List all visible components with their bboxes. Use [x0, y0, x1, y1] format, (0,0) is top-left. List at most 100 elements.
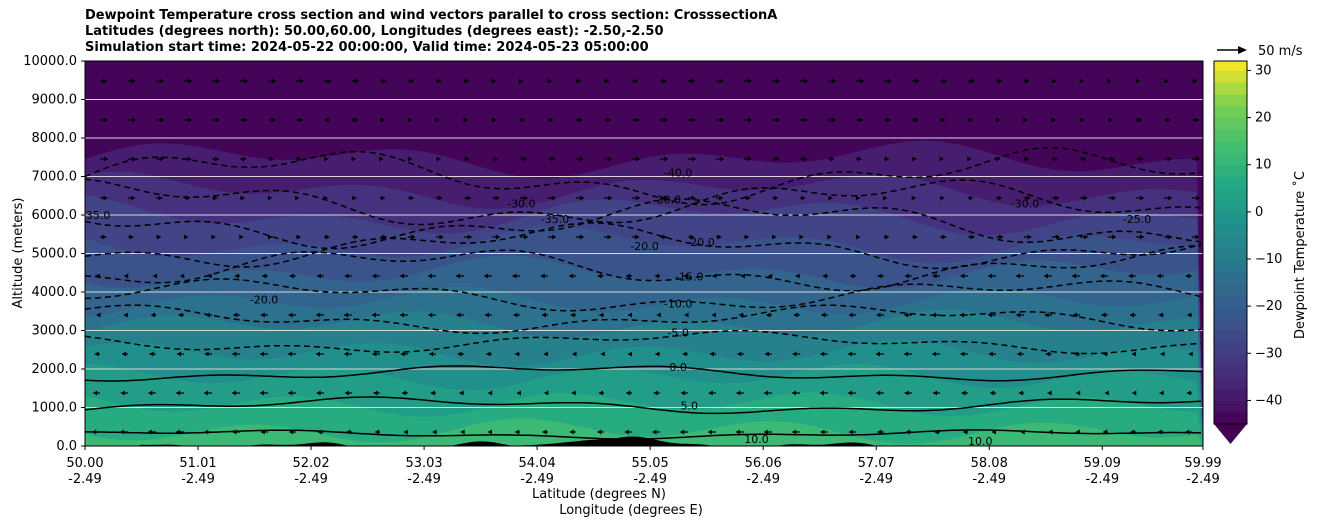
- wind-arrowhead: [663, 195, 668, 201]
- wind-arrowhead: [487, 429, 492, 435]
- contour-label: 0.0: [669, 361, 687, 374]
- colorbar-band: [1214, 117, 1247, 130]
- wind-arrowhead: [375, 429, 380, 435]
- wind-arrowhead: [1074, 351, 1079, 357]
- wind-arrowhead: [579, 195, 584, 201]
- wind-arrowhead: [297, 156, 302, 162]
- wind-arrowhead: [214, 156, 219, 162]
- wind-arrowhead: [827, 234, 832, 240]
- contour-label: -35.0: [82, 209, 110, 222]
- y-tick-label: 4000.0: [32, 285, 78, 300]
- colorbar-band: [1214, 376, 1247, 390]
- wind-arrowhead: [520, 117, 525, 123]
- colorbar-band: [1214, 282, 1247, 295]
- wind-arrowhead: [940, 195, 945, 201]
- wind-arrowhead: [158, 195, 163, 201]
- wind-arrowhead: [708, 429, 713, 435]
- wind-arrowhead: [519, 78, 524, 84]
- wind-arrowhead: [886, 117, 891, 123]
- x-tick-label-lat: 54.04: [519, 456, 556, 471]
- wind-arrowhead: [187, 117, 192, 123]
- wind-arrowhead: [876, 351, 881, 357]
- wind-arrowhead: [884, 156, 889, 162]
- x-tick-label-lat: 55.05: [632, 456, 669, 471]
- x-tick-label-lat: 53.03: [405, 456, 442, 471]
- contour-line: [85, 396, 1202, 415]
- x-axis: 50.00-2.4951.01-2.4952.02-2.4953.03-2.49…: [66, 446, 1222, 487]
- wind-arrowhead: [942, 234, 947, 240]
- wind-arrowhead: [652, 429, 657, 435]
- x-tick-label-lat: 59.99: [1184, 456, 1221, 471]
- wind-arrowhead: [233, 312, 238, 318]
- wind-arrowhead: [775, 117, 780, 123]
- wind-arrowhead: [516, 390, 521, 396]
- wind-arrowhead: [96, 312, 101, 318]
- wind-arrowhead: [268, 234, 273, 240]
- wind-arrowhead: [215, 117, 220, 123]
- wind-arrowhead: [628, 312, 633, 318]
- wind-arrowhead: [831, 78, 836, 84]
- quiver-key: 50 m/s: [1217, 44, 1303, 59]
- wind-arrowhead: [428, 312, 433, 318]
- wind-arrowhead: [795, 273, 800, 279]
- wind-arrowhead: [1137, 117, 1142, 123]
- y-tick-label: 0.0: [56, 439, 77, 454]
- wind-arrowhead: [1188, 351, 1193, 357]
- wind-vectors: [92, 78, 1200, 435]
- wind-arrowhead: [850, 273, 855, 279]
- colorbar-band: [1214, 200, 1247, 213]
- wind-arrowhead: [607, 195, 612, 201]
- wind-arrowhead: [848, 351, 853, 357]
- wind-arrowhead: [764, 390, 769, 396]
- terrain-silhouette: [85, 436, 1203, 446]
- wind-arrowhead: [883, 195, 888, 201]
- wind-arrowhead: [607, 156, 612, 162]
- wind-arrowhead: [970, 78, 975, 84]
- wind-arrowhead: [159, 117, 164, 123]
- wind-arrowhead: [997, 195, 1002, 201]
- wind-arrowhead: [1027, 234, 1032, 240]
- y-tick-label: 1000.0: [32, 401, 78, 416]
- wind-arrowhead: [1193, 78, 1198, 84]
- wind-arrowhead: [488, 390, 493, 396]
- wind-arrowhead: [624, 429, 629, 435]
- colorbar-band: [1214, 388, 1247, 401]
- wind-arrowhead: [764, 429, 769, 435]
- wind-arrowhead: [710, 351, 715, 357]
- wind-arrowhead: [207, 273, 212, 279]
- wind-arrowhead: [298, 117, 303, 123]
- wind-arrowhead: [1072, 312, 1077, 318]
- wind-arrowhead: [232, 351, 237, 357]
- wind-arrowhead: [435, 117, 440, 123]
- wind-arrowhead: [877, 273, 882, 279]
- wind-arrowhead: [1158, 312, 1163, 318]
- wind-arrowhead: [988, 351, 993, 357]
- wind-arrowhead: [149, 351, 154, 357]
- y-tick-label: 10000.0: [23, 54, 77, 69]
- wind-arrowhead: [1103, 351, 1108, 357]
- y-tick-label: 5000.0: [32, 247, 78, 262]
- wind-arrowhead: [803, 117, 808, 123]
- wind-arrowhead: [495, 234, 500, 240]
- wind-arrowhead: [176, 351, 181, 357]
- x-tick-label-lon: -2.49: [181, 472, 215, 487]
- wind-arrowhead: [635, 234, 640, 240]
- contour-label: -20.0: [686, 236, 714, 249]
- wind-arrowhead: [271, 117, 276, 123]
- wind-arrowhead: [523, 195, 528, 201]
- wind-arrowhead: [551, 156, 556, 162]
- wind-arrowhead: [997, 78, 1002, 84]
- wind-arrowhead: [719, 117, 724, 123]
- wind-arrowhead: [1018, 390, 1023, 396]
- wind-arrowhead: [633, 78, 638, 84]
- wind-arrowhead: [429, 351, 434, 357]
- wind-arrowhead: [437, 78, 442, 84]
- wind-arrowhead: [92, 429, 97, 435]
- wind-arrowhead: [372, 351, 377, 357]
- wind-arrowhead: [346, 429, 351, 435]
- colorbar-frame: [1213, 60, 1248, 425]
- field-band: [85, 392, 1203, 446]
- wind-arrowhead: [988, 273, 993, 279]
- wind-arrowhead: [234, 273, 239, 279]
- wind-arrowhead: [407, 156, 412, 162]
